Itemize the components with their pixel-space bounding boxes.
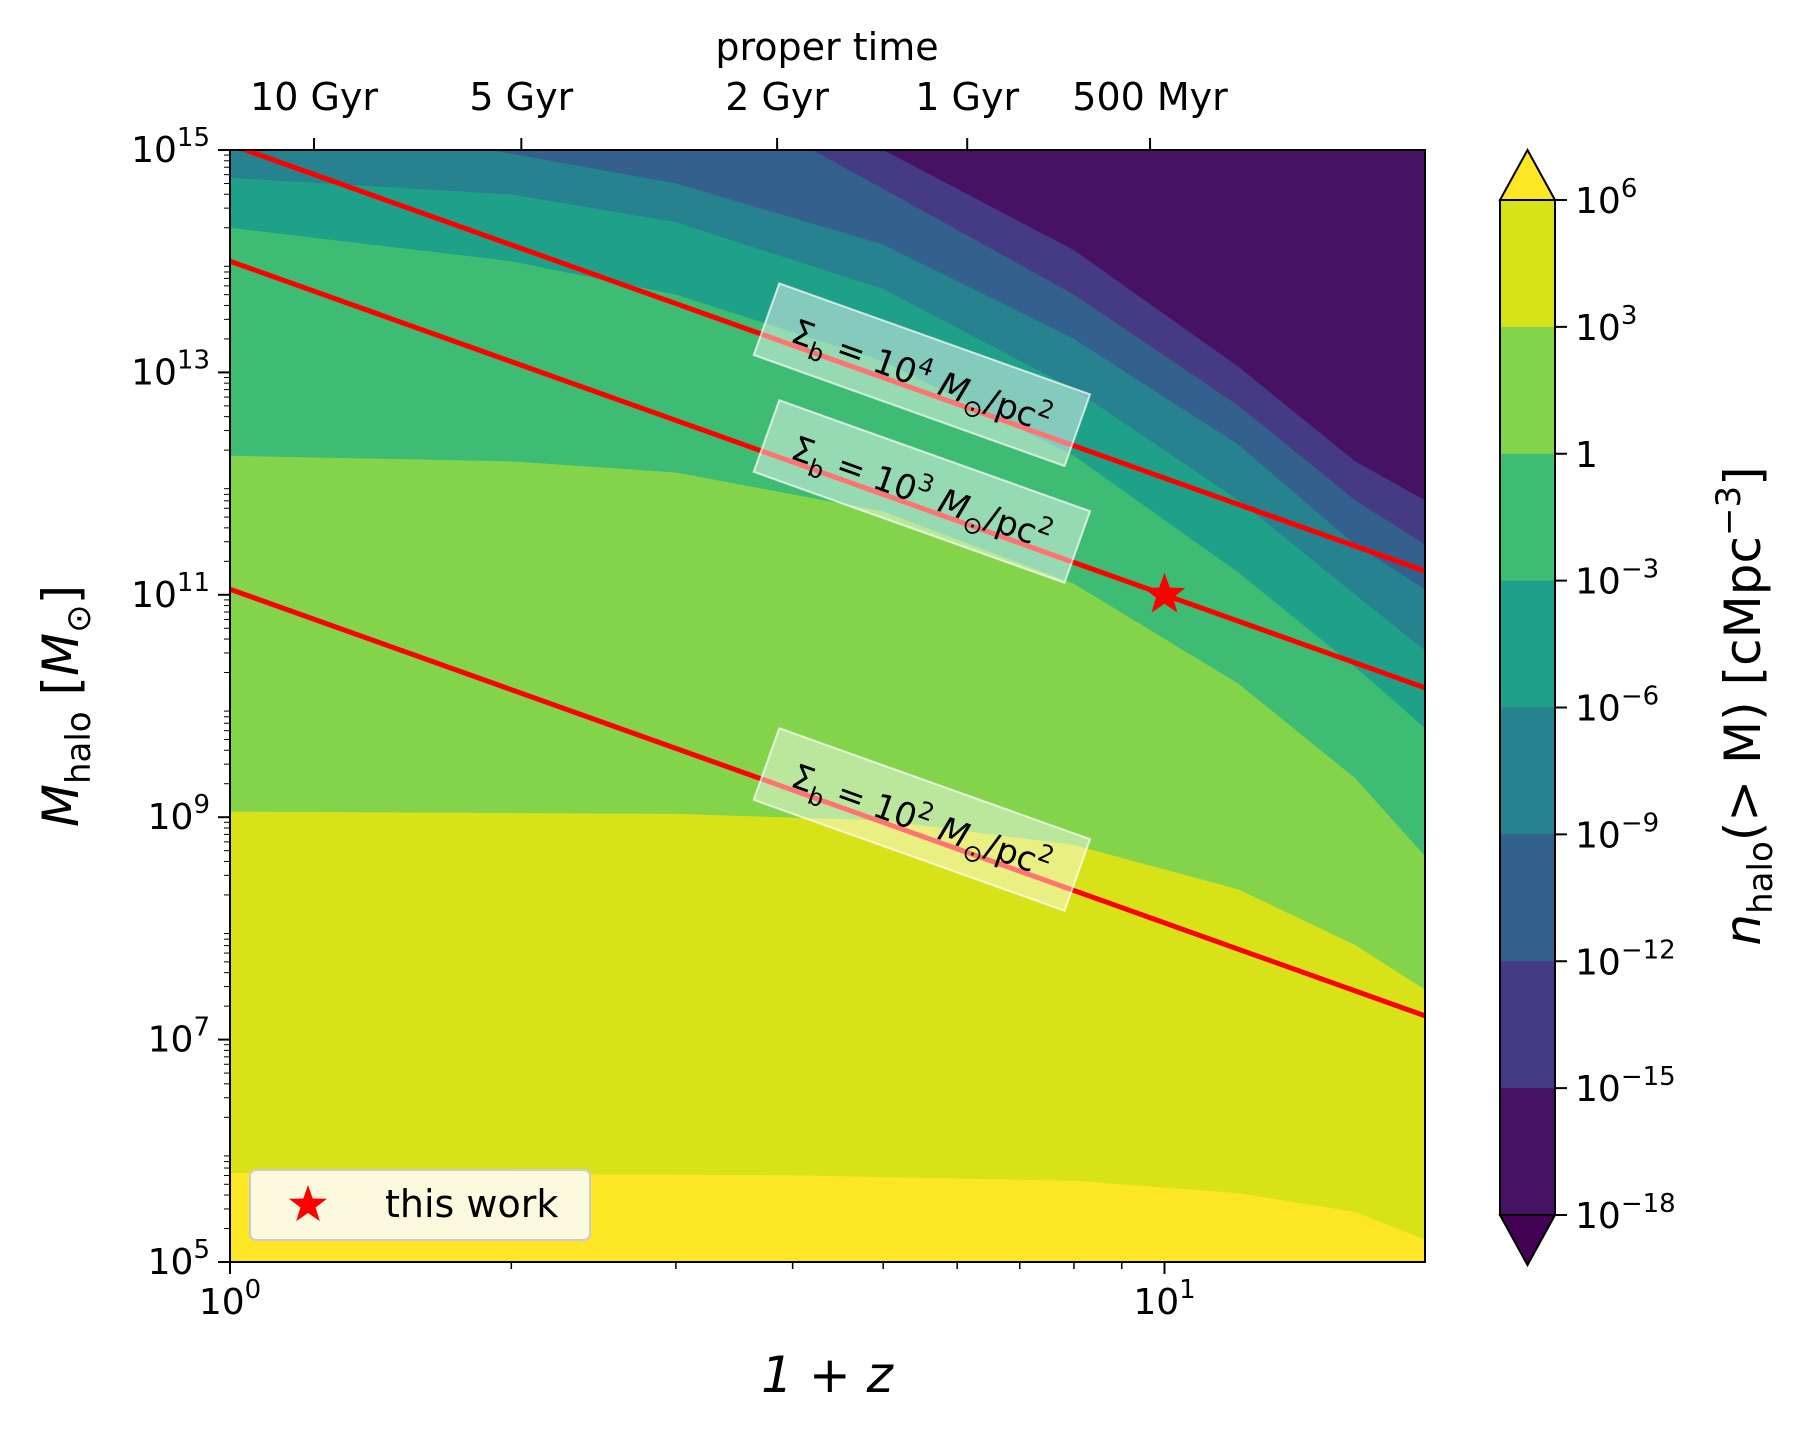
y-tick-label: 107 bbox=[148, 1013, 210, 1061]
sigma-line-1 bbox=[230, 258, 1425, 691]
colorbar-tick-label: 1 bbox=[1575, 435, 1598, 476]
contour-bands bbox=[230, 150, 1425, 1262]
y-axis-label: Mhalo [M⊙] bbox=[32, 585, 99, 827]
top-tick-label: 10 Gyr bbox=[250, 75, 378, 119]
colorbar-band-1 bbox=[1500, 326, 1555, 455]
y-axis: 105 107 109 1011 1013 1015 bbox=[131, 123, 230, 1283]
top-axis: 10 Gyr 5 Gyr 2 Gyr 1 Gyr 500 Myr bbox=[250, 75, 1228, 150]
colorbar-label: nhalo(> M) [cMpc−3] bbox=[1709, 466, 1781, 945]
colorbar: 106 103 1 10−3 10−6 10−9 10−12 10−15 10−18 bbox=[1498, 147, 1676, 1268]
colorbar-extend-over bbox=[1498, 147, 1557, 201]
top-tick-label: 2 Gyr bbox=[725, 75, 829, 119]
colorbar-band-4 bbox=[1500, 707, 1555, 835]
sigma-label-box bbox=[752, 282, 1092, 468]
colorbar-band-3 bbox=[1500, 580, 1555, 708]
data-points bbox=[1143, 572, 1186, 613]
sigma-label-box bbox=[752, 726, 1092, 913]
y-tick-label: 109 bbox=[148, 790, 210, 838]
y-tick-label: 1011 bbox=[131, 568, 210, 616]
colorbar-tick-label: 10−15 bbox=[1575, 1062, 1676, 1110]
star-marker-0 bbox=[1143, 572, 1186, 613]
colorbar-band-5 bbox=[1500, 834, 1555, 962]
top-tick-label: 500 Myr bbox=[1072, 75, 1228, 119]
colorbar-tick-label: 106 bbox=[1575, 174, 1637, 222]
sigma-label-2: Σb = 102 M⊙/pc2 bbox=[752, 726, 1092, 913]
colorbar-band-2 bbox=[1500, 453, 1555, 582]
x-axis-label: 1 + z bbox=[761, 1346, 894, 1404]
top-tick-label: 5 Gyr bbox=[469, 75, 573, 119]
legend-star-icon bbox=[289, 1185, 327, 1222]
y-tick-label: 1013 bbox=[131, 345, 210, 393]
legend-label: this work bbox=[385, 1182, 558, 1226]
colorbar-tick-label: 10−9 bbox=[1575, 808, 1659, 856]
colorbar-tick-label: 10−6 bbox=[1575, 682, 1659, 730]
sigma-label-0: Σb = 104 M⊙/pc2 bbox=[752, 282, 1092, 468]
x-tick-label: 100 bbox=[199, 1275, 261, 1323]
sigma-label-box bbox=[752, 398, 1092, 585]
colorbar-extend-under bbox=[1498, 1214, 1557, 1268]
x-tick-label: 101 bbox=[1133, 1275, 1195, 1323]
density-lines bbox=[230, 150, 1425, 1019]
colorbar-band-7 bbox=[1500, 1088, 1555, 1216]
y-tick-label: 1015 bbox=[131, 123, 210, 171]
colorbar-tick-label: 10−12 bbox=[1575, 935, 1676, 983]
y-tick-label: 105 bbox=[148, 1235, 210, 1283]
colorbar-tick-label: 10−3 bbox=[1575, 555, 1659, 603]
top-axis-label: proper time bbox=[715, 25, 938, 69]
top-tick-label: 1 Gyr bbox=[915, 75, 1019, 119]
plot-frame bbox=[229, 149, 1426, 1263]
x-axis: 100 101 bbox=[199, 1262, 1196, 1323]
sigma-label-1: Σb = 103 M⊙/pc2 bbox=[752, 398, 1092, 585]
colorbar-tick-label: 10−18 bbox=[1575, 1189, 1676, 1237]
sigma-line-0 bbox=[238, 150, 1425, 574]
colorbar-band-0 bbox=[1500, 200, 1555, 328]
band-below--18 bbox=[883, 150, 1425, 501]
colorbar-band-6 bbox=[1500, 961, 1555, 1089]
sigma-line-2 bbox=[230, 586, 1425, 1019]
colorbar-tick-label: 103 bbox=[1575, 301, 1637, 349]
legend: this work bbox=[249, 1169, 591, 1241]
legend-box bbox=[249, 1169, 591, 1241]
